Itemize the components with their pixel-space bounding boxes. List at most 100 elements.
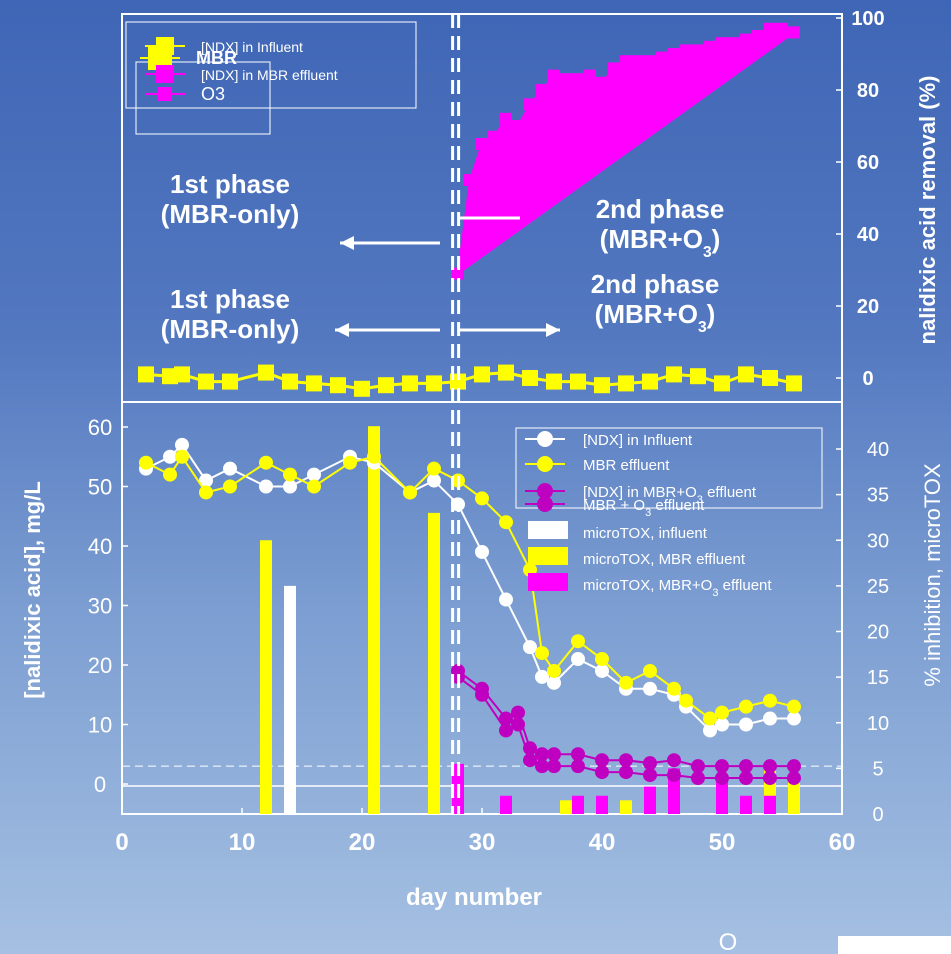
lower-legend-marker: [537, 483, 553, 499]
right-y-tick-label: 40: [867, 439, 889, 461]
left-y-tick-label: 0: [94, 772, 106, 797]
mbr-removal-point: [426, 375, 442, 392]
o3-removal-point: [452, 267, 464, 280]
lower-legend-label: microTOX, MBR effluent: [583, 551, 746, 568]
o3-removal-point: [464, 174, 476, 186]
ndx-point: [739, 759, 753, 774]
mbr-removal-point: [222, 373, 238, 390]
ndx-point: [535, 669, 549, 684]
mbr-removal-point: [330, 377, 346, 394]
ndx-point: [307, 479, 321, 494]
ndx-point: [787, 771, 801, 786]
microtox-bar: [560, 800, 572, 814]
phase2-label-b-line: (MBR+O3): [595, 299, 716, 336]
ndx-point: [763, 759, 777, 774]
ndx-point: [595, 753, 609, 768]
ndx-point: [199, 473, 213, 488]
ndx-point: [535, 646, 549, 661]
o3-removal-point: [644, 55, 656, 68]
ndx-point: [475, 491, 489, 506]
ndx-point: [343, 455, 357, 470]
upper-y-tick-label: 40: [857, 224, 879, 246]
o3-removal-point: [680, 44, 692, 57]
mbr-removal-point: [642, 373, 658, 390]
o3-removal-point: [476, 138, 488, 150]
mbr-removal-point: [762, 370, 778, 386]
ndx-point: [547, 747, 561, 762]
lower-legend-marker: [528, 521, 568, 539]
upper-y-axis-title: nalidixic acid removal (%): [915, 76, 940, 345]
mbr-removal-point: [738, 366, 754, 383]
x-tick-label: 20: [349, 829, 376, 856]
phase1-label-a-line: (MBR-only): [161, 199, 300, 229]
o3-removal-point: [608, 62, 620, 75]
label-tail: effluent: [703, 484, 757, 501]
x-tick-label: 50: [709, 829, 736, 856]
o3-removal-point: [548, 69, 560, 82]
microtox-bar: [572, 795, 584, 814]
ndx-point: [643, 768, 657, 783]
x-tick-label: 0: [115, 829, 128, 856]
o3-removal-point: [752, 30, 764, 42]
closing-paren: ): [712, 224, 721, 254]
lower-legend-marker: [537, 496, 553, 512]
o3-removal-point: [704, 40, 716, 53]
mbr-removal-point: [546, 373, 562, 390]
ndx-point: [787, 711, 801, 726]
left-y-tick-label: 10: [88, 713, 112, 738]
footer-fragment: O: [719, 929, 738, 954]
lower-legend-label: [NDX] in MBR+O3 effluent: [583, 484, 757, 506]
ndx-point: [571, 759, 585, 774]
ndx-point: [163, 449, 177, 464]
o3-removal-point: [788, 26, 800, 39]
ndx-point: [667, 681, 681, 696]
o3-removal-point: [572, 73, 584, 86]
subscript: 3: [712, 587, 718, 599]
o3-removal-point: [488, 130, 500, 143]
microtox-bar: [428, 512, 440, 814]
o3-removal-point: [620, 55, 632, 68]
right-y-tick-label: 25: [867, 576, 889, 598]
right-y-axis-title: % inhibition, microTOX: [920, 463, 945, 687]
mbr-removal-point: [306, 375, 322, 392]
ndx-point: [451, 663, 465, 678]
mbr-removal-point: [786, 375, 802, 392]
microtox-bar: [740, 795, 752, 814]
subscript: 3: [698, 319, 707, 336]
lower-legend-box: [515, 427, 823, 509]
ndx-point: [571, 634, 585, 649]
ndx-point: [427, 461, 441, 476]
microtox-bar: [596, 795, 608, 814]
lower-legend-label: microTOX, MBR+O3 effluent: [583, 577, 772, 599]
left-y-axis-title: [nalidixic acid], mg/L: [20, 481, 45, 699]
upper-y-tick-label: 60: [857, 152, 879, 174]
ndx-point: [643, 681, 657, 696]
ndx-point: [715, 759, 729, 774]
ndx-point: [475, 681, 489, 696]
ndx-point: [511, 705, 525, 720]
ndx-point: [547, 663, 561, 678]
mbr-removal-point: [474, 366, 490, 383]
mbr-removal-point: [198, 373, 214, 390]
ndx-point: [595, 652, 609, 667]
ndx-point: [223, 479, 237, 494]
x-tick-label: 30: [469, 829, 496, 856]
x-tick-label: 10: [229, 829, 256, 856]
ndx-point: [595, 765, 609, 780]
ndx-point: [619, 765, 633, 780]
ndx-point: [283, 467, 297, 482]
microtox-bar: [620, 800, 632, 814]
ndx-point: [739, 699, 753, 714]
right-y-tick-label: 0: [872, 804, 883, 826]
left-y-tick-label: 20: [88, 653, 112, 678]
right-y-tick-label: 10: [867, 713, 889, 735]
ndx-point: [619, 675, 633, 690]
microtox-bar: [500, 795, 512, 814]
lower-chart: 0 10 20 30 40 50 60 0 5 10 15 20 25 30 35 40 0 10 20 30 40 50…: [88, 415, 889, 856]
ndx-point: [223, 461, 237, 476]
lower-legend-label: microTOX, influent: [583, 525, 708, 542]
ndx-point: [475, 544, 489, 559]
mbr-removal-point: [714, 375, 730, 392]
o3-removal-point: [776, 22, 788, 35]
